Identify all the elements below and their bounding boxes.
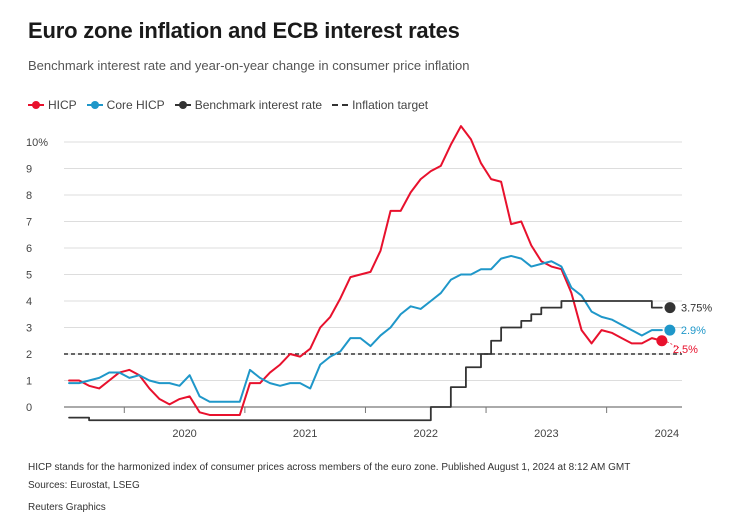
dashed-line-icon (332, 104, 349, 106)
end-point-core (664, 324, 676, 336)
end-label-core: 2.9% (681, 325, 706, 337)
core-hicp-swatch-icon (86, 100, 103, 110)
legend-label-target: Inflation target (352, 98, 429, 112)
y-tick-label: 2 (26, 349, 32, 361)
x-tick-label: 2023 (534, 428, 558, 440)
y-tick-label: 9 (26, 164, 32, 176)
y-tick-label: 8 (26, 190, 32, 202)
series-line-core (68, 254, 663, 403)
y-tick-label: 0 (26, 402, 32, 414)
end-point-hicp (656, 335, 668, 347)
x-tick-label: 2022 (414, 428, 438, 440)
legend-item-core-hicp: Core HICP (86, 98, 165, 112)
y-tick-label: 3 (26, 323, 32, 335)
y-tick-label: 6 (26, 243, 32, 255)
legend-item-rate: Benchmark interest rate (174, 98, 323, 112)
x-tick-label: 2024 (655, 428, 679, 440)
y-tick-label: 4 (26, 296, 32, 308)
x-tick-label: 2021 (293, 428, 317, 440)
end-point-rate (664, 302, 676, 314)
y-tick-label: 1 (26, 376, 32, 388)
legend-label-rate: Benchmark interest rate (194, 98, 323, 112)
series-line-hicp (68, 125, 663, 416)
chart-title: Euro zone inflation and ECB interest rat… (28, 18, 460, 43)
end-label-hicp: 2.5% (673, 344, 698, 356)
end-label-rate: 3.75% (681, 303, 712, 315)
sources: Sources: Eurostat, LSEG (28, 480, 140, 491)
legend-label-hicp: HICP (48, 98, 77, 112)
legend-item-target: Inflation target (332, 98, 428, 112)
chart-subtitle: Benchmark interest rate and year-on-year… (28, 58, 470, 73)
legend-item-hicp: HICP (28, 98, 77, 112)
footnote: HICP stands for the harmonized index of … (28, 462, 631, 473)
line-chart: 0 1 2 3 4 5 6 7 8 9 10% 2020 2021 2022 2023 2024 2.5% 2.9… (26, 125, 712, 440)
legend-label-core-hicp: Core HICP (106, 98, 165, 112)
x-tick-label: 2020 (172, 428, 196, 440)
y-tick-label: 5 (26, 270, 32, 282)
credit: Reuters Graphics (28, 502, 106, 513)
legend: HICP Core HICP Benchmark interest rate I… (28, 98, 438, 112)
hicp-swatch-icon (28, 100, 44, 110)
y-tick-label: 7 (26, 217, 32, 229)
y-tick-label: 10% (26, 137, 48, 149)
series-line-rate (68, 300, 663, 422)
rate-swatch-icon (174, 100, 191, 110)
